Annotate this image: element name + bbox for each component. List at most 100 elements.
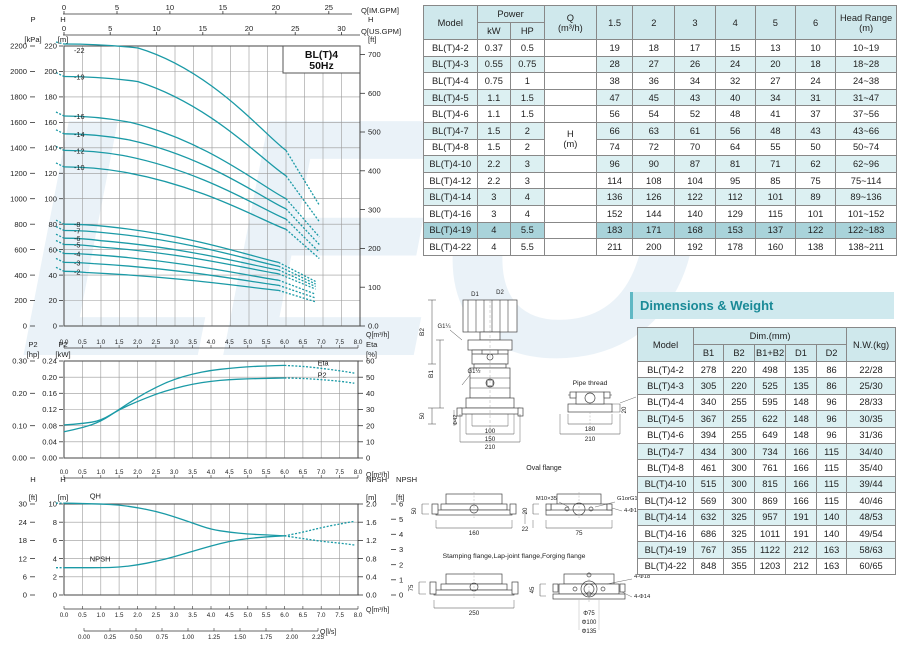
svg-text:6.0: 6.0 <box>280 612 289 619</box>
svg-text:Q[l/s]: Q[l/s] <box>320 629 336 636</box>
svg-text:0.04: 0.04 <box>42 438 57 447</box>
svg-text:G1¼: G1¼ <box>437 324 451 330</box>
svg-text:D2: D2 <box>496 290 504 296</box>
svg-text:2000: 2000 <box>10 67 27 76</box>
svg-text:0: 0 <box>366 454 370 463</box>
svg-text:3.0: 3.0 <box>170 612 179 619</box>
svg-text:6.5: 6.5 <box>299 469 308 476</box>
svg-text:5.0: 5.0 <box>243 612 252 619</box>
svg-text:50Hz: 50Hz <box>309 60 334 72</box>
svg-text:200: 200 <box>14 296 27 305</box>
svg-text:60: 60 <box>366 357 374 366</box>
svg-text:50: 50 <box>412 507 418 514</box>
svg-text:[hp]: [hp] <box>27 350 40 359</box>
svg-text:20: 20 <box>366 421 374 430</box>
svg-text:4.0: 4.0 <box>207 612 216 619</box>
svg-text:10: 10 <box>366 438 374 447</box>
svg-text:-16: -16 <box>74 112 85 121</box>
svg-text:2200: 2200 <box>10 42 27 51</box>
svg-text:-12: -12 <box>74 146 85 155</box>
svg-text:1: 1 <box>399 576 403 585</box>
svg-text:0: 0 <box>399 591 403 600</box>
svg-text:0: 0 <box>62 24 66 33</box>
svg-text:-10: -10 <box>74 163 85 172</box>
svg-text:30: 30 <box>337 24 345 33</box>
svg-text:5.5: 5.5 <box>262 612 271 619</box>
svg-text:0.50: 0.50 <box>130 634 143 641</box>
svg-text:30: 30 <box>366 405 374 414</box>
svg-text:1.50: 1.50 <box>234 634 247 641</box>
svg-text:3.5: 3.5 <box>188 469 197 476</box>
svg-text:2.5: 2.5 <box>152 469 161 476</box>
svg-text:1.0: 1.0 <box>96 612 105 619</box>
svg-text:250: 250 <box>469 610 480 617</box>
svg-text:8.0: 8.0 <box>354 339 363 346</box>
svg-text:0.08: 0.08 <box>42 421 57 430</box>
svg-text:6: 6 <box>23 573 27 582</box>
svg-text:80: 80 <box>49 220 57 229</box>
svg-text:4.0: 4.0 <box>207 469 216 476</box>
svg-text:4: 4 <box>399 530 403 539</box>
svg-text:0: 0 <box>23 591 27 600</box>
svg-text:2.00: 2.00 <box>286 634 299 641</box>
svg-text:20: 20 <box>49 296 57 305</box>
svg-text:50: 50 <box>366 373 374 382</box>
svg-text:0.0: 0.0 <box>60 612 69 619</box>
svg-text:160: 160 <box>469 530 480 537</box>
svg-text:0.5: 0.5 <box>78 469 87 476</box>
svg-text:[m]: [m] <box>58 493 69 502</box>
svg-text:400: 400 <box>14 271 27 280</box>
svg-text:H: H <box>60 475 65 484</box>
svg-text:1.2: 1.2 <box>366 536 377 545</box>
svg-text:P: P <box>30 15 35 24</box>
svg-text:[m]: [m] <box>58 35 69 44</box>
svg-text:40: 40 <box>366 389 374 398</box>
svg-text:0.25: 0.25 <box>104 634 117 641</box>
svg-text:1000: 1000 <box>10 194 27 203</box>
svg-text:5: 5 <box>108 24 112 33</box>
svg-text:5.5: 5.5 <box>262 469 271 476</box>
svg-text:3: 3 <box>399 545 403 554</box>
svg-text:20: 20 <box>245 24 253 33</box>
svg-text:10: 10 <box>152 24 160 33</box>
svg-text:[ft]: [ft] <box>368 35 376 44</box>
svg-text:-19: -19 <box>74 73 85 82</box>
svg-text:4-Φ14: 4-Φ14 <box>634 594 651 600</box>
svg-text:2: 2 <box>53 573 57 582</box>
svg-text:200: 200 <box>368 244 381 253</box>
svg-text:8.0: 8.0 <box>354 612 363 619</box>
svg-text:-22: -22 <box>74 46 85 55</box>
svg-text:B1: B1 <box>428 370 435 378</box>
svg-text:0: 0 <box>53 322 57 331</box>
svg-text:500: 500 <box>368 128 381 137</box>
svg-text:2: 2 <box>399 560 403 569</box>
svg-text:7.5: 7.5 <box>335 339 344 346</box>
svg-text:0.20: 0.20 <box>42 373 57 382</box>
svg-text:6.5: 6.5 <box>299 339 308 346</box>
svg-text:H: H <box>368 15 373 24</box>
svg-text:10: 10 <box>166 3 174 12</box>
svg-text:3.5: 3.5 <box>188 339 197 346</box>
svg-text:D1: D1 <box>471 292 479 298</box>
svg-text:2.0: 2.0 <box>133 469 142 476</box>
svg-text:M10×35: M10×35 <box>536 496 557 502</box>
svg-text:1.5: 1.5 <box>115 469 124 476</box>
svg-text:160: 160 <box>44 118 57 127</box>
svg-text:75: 75 <box>409 584 415 591</box>
svg-text:1.75: 1.75 <box>260 634 273 641</box>
svg-text:3.5: 3.5 <box>188 612 197 619</box>
svg-text:4.0: 4.0 <box>207 339 216 346</box>
svg-text:2.5: 2.5 <box>152 339 161 346</box>
svg-text:Stamping flange,Lap-joint flan: Stamping flange,Lap-joint flange,Forging… <box>443 553 586 560</box>
svg-text:3.0: 3.0 <box>170 339 179 346</box>
svg-text:NPSH: NPSH <box>396 475 417 484</box>
svg-text:5.0: 5.0 <box>243 339 252 346</box>
svg-text:-2: -2 <box>74 267 81 276</box>
svg-text:25: 25 <box>291 24 299 33</box>
svg-text:H: H <box>60 15 65 24</box>
svg-text:120: 120 <box>44 169 57 178</box>
svg-text:1.00: 1.00 <box>182 634 195 641</box>
svg-text:-3: -3 <box>74 258 81 267</box>
svg-text:0: 0 <box>53 591 57 600</box>
svg-text:100: 100 <box>368 283 381 292</box>
